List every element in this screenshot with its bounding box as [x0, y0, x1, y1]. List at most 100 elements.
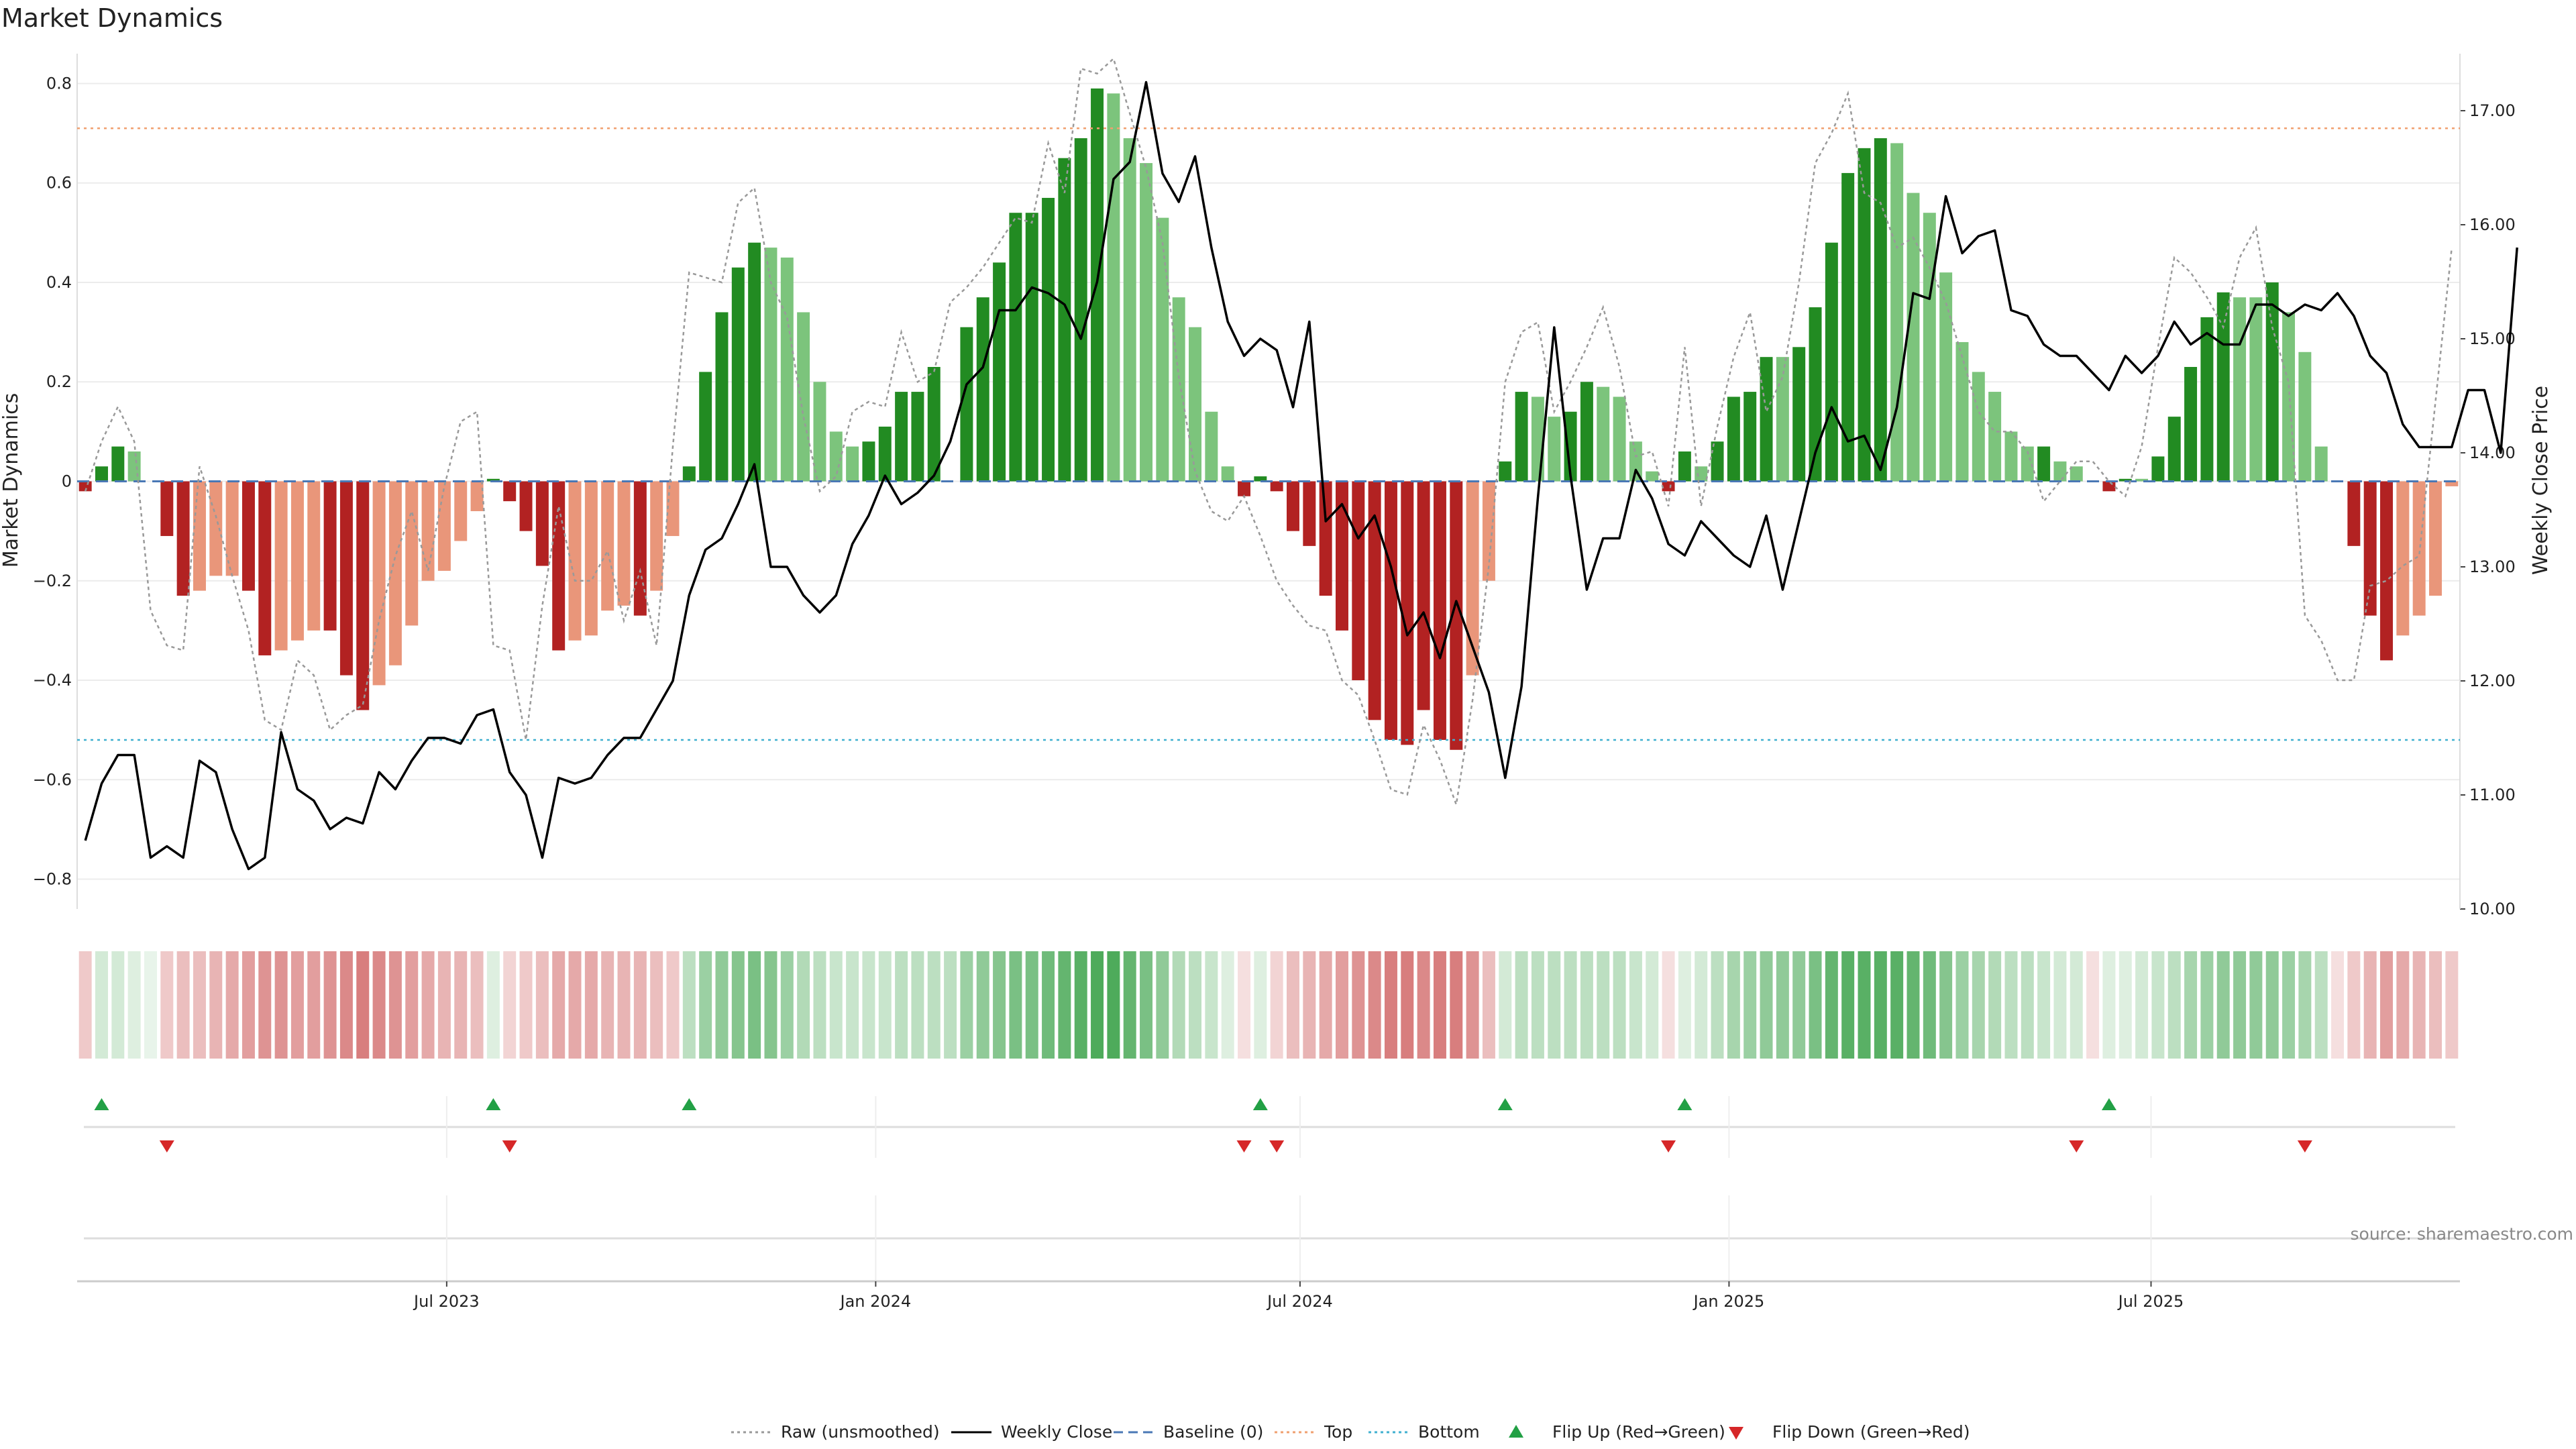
bar [699, 372, 712, 482]
flip-down-icon [1661, 1140, 1676, 1152]
bar [829, 431, 843, 482]
heat-cell [1727, 951, 1740, 1059]
bar [1760, 357, 1773, 482]
heat-cell [1743, 951, 1757, 1059]
bar [339, 481, 353, 676]
heat-cell [584, 951, 598, 1059]
series-lines [84, 57, 2518, 871]
heat-cell [372, 951, 386, 1059]
bar [2037, 446, 2051, 482]
heat-cell [552, 951, 566, 1059]
x-tick-label: Jul 2023 [413, 1292, 480, 1311]
heat-cell [356, 951, 370, 1059]
bar [1890, 143, 1904, 482]
source-credit: source: sharemaestro.com [2351, 1224, 2574, 1244]
bar [1825, 242, 1838, 482]
bar [1058, 158, 1071, 482]
heat-cell [2380, 951, 2394, 1059]
heat-cell [1988, 951, 2002, 1059]
bar [1695, 466, 1708, 482]
heat-cell [2216, 951, 2230, 1059]
heat-cell [1711, 951, 1724, 1059]
y-tick-label: −0.8 [33, 870, 72, 889]
heat-cell [2102, 951, 2116, 1059]
bar [2004, 431, 2018, 482]
heat-cell [519, 951, 533, 1059]
heat-cell [764, 951, 777, 1059]
bar [1156, 217, 1169, 482]
bar [2021, 446, 2034, 482]
heat-cell [1450, 951, 1463, 1059]
heat-cell [2298, 951, 2312, 1059]
bar [1629, 441, 1642, 482]
heat-cell [1809, 951, 1822, 1059]
heat-cell [2086, 951, 2100, 1059]
flip-up-icon [2101, 1098, 2116, 1110]
heat-cell [2151, 951, 2165, 1059]
bar [1205, 411, 1218, 482]
bar [1580, 382, 1593, 482]
legend-label: Bottom [1418, 1422, 1480, 1442]
heat-cell [421, 951, 435, 1059]
legend-flip-down-icon [1729, 1427, 1743, 1440]
flip-up-icon [682, 1098, 697, 1110]
flip-down-icon [502, 1140, 517, 1152]
x-tick-label: Jul 2024 [1266, 1292, 1333, 1311]
bar [1597, 386, 1610, 482]
legend-flip-up-icon [1509, 1425, 1523, 1438]
bar [764, 248, 777, 482]
heat-cell [1613, 951, 1626, 1059]
heat-cell [2249, 951, 2263, 1059]
bar [960, 327, 973, 482]
heat-cell [1205, 951, 1218, 1059]
bar [2053, 461, 2067, 482]
y2-tick-label: 16.00 [2469, 215, 2516, 234]
heat-cell [1091, 951, 1104, 1059]
bar [780, 257, 794, 482]
bar [1074, 138, 1087, 482]
bar [1548, 417, 1561, 482]
bar [1042, 197, 1055, 482]
heat-cell [944, 951, 957, 1059]
bar [1743, 392, 1757, 482]
heat-cell [1874, 951, 1887, 1059]
heat-cell [388, 951, 402, 1059]
heat-cell [274, 951, 288, 1059]
bar [2363, 481, 2377, 616]
bar [486, 478, 500, 482]
bar [1792, 347, 1806, 482]
bar [1254, 476, 1267, 482]
heat-cell [1238, 951, 1250, 1059]
bar [1874, 138, 1887, 482]
heat-cell [78, 951, 92, 1059]
bar [307, 481, 321, 631]
bar [1858, 148, 1871, 482]
bar [2298, 352, 2312, 482]
heat-cell [1955, 951, 1969, 1059]
heat-cell [715, 951, 729, 1059]
heat-cell [1907, 951, 1920, 1059]
heat-cell [1923, 951, 1936, 1059]
heat-cell [2184, 951, 2198, 1059]
heat-cell [127, 951, 141, 1059]
bar [895, 392, 908, 482]
bar [2396, 481, 2410, 636]
bar [1988, 392, 2002, 482]
heat-cell [813, 951, 826, 1059]
heat-cell [1335, 951, 1348, 1059]
y-tick-label: −0.6 [33, 770, 72, 789]
bar [2102, 481, 2116, 492]
heat-cell [1123, 951, 1136, 1059]
bar [127, 451, 141, 482]
heat-cell [1564, 951, 1577, 1059]
heat-cell [1254, 951, 1267, 1059]
bar [1172, 297, 1185, 482]
bar [95, 466, 108, 482]
heat-cell [1939, 951, 1953, 1059]
heat-cell [1499, 951, 1512, 1059]
bar [1009, 213, 1022, 482]
bar [1384, 481, 1397, 740]
heat-cell [1972, 951, 1985, 1059]
bar [1123, 138, 1136, 482]
bar [1939, 272, 1953, 482]
